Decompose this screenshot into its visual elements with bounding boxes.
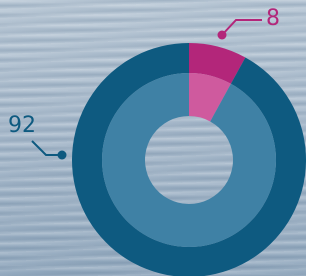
leader-dot <box>58 151 67 160</box>
page: 892 (() => { const data = JSON.parse(doc… <box>0 0 306 276</box>
chart: 8 92 <box>0 0 306 276</box>
data-label: 92 <box>8 113 36 138</box>
data-label: 8 <box>266 6 280 31</box>
leader-line <box>32 141 62 155</box>
slice-inner <box>102 73 276 247</box>
leader-dot <box>218 31 227 40</box>
leader-line <box>222 20 262 35</box>
